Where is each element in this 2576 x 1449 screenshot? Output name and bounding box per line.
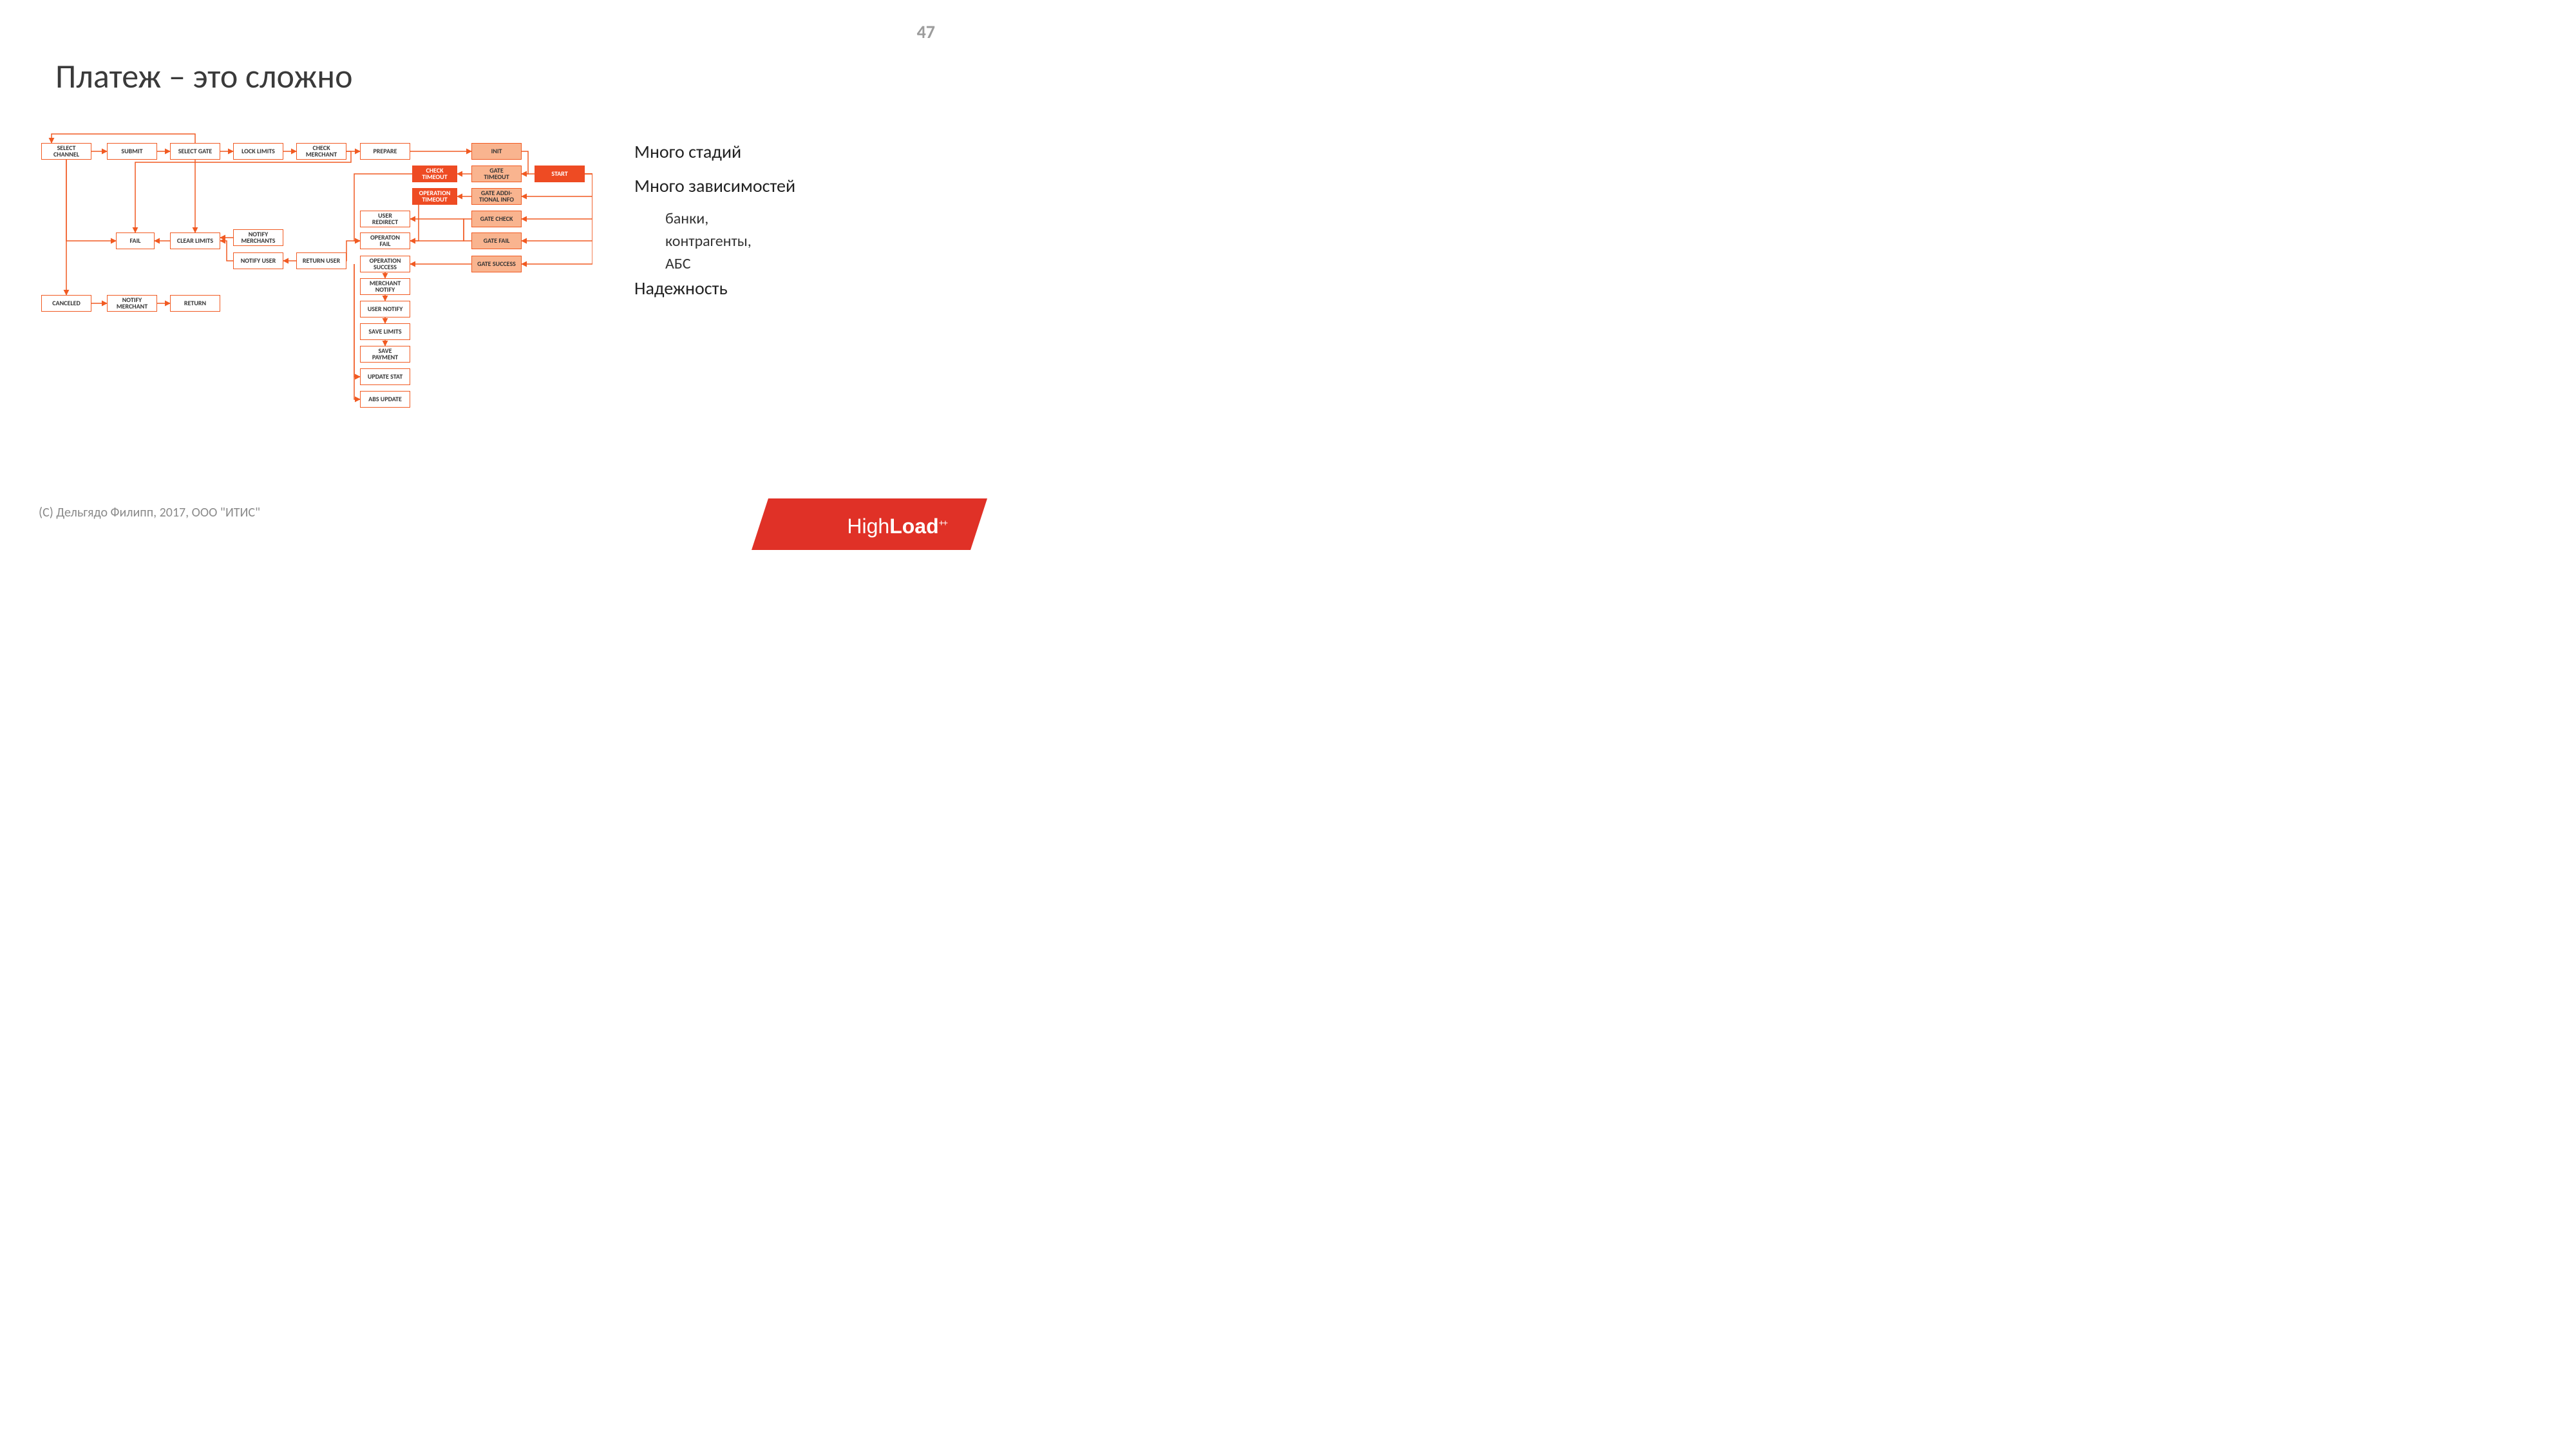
sub-bullet-3: АБС: [665, 254, 905, 274]
node-update_stat: UPDATE STAT: [360, 368, 410, 385]
node-notify_merchants: NOTIFY MERCHANTS: [233, 229, 283, 246]
bullet-2: Много зависимостей: [634, 175, 905, 197]
logo-plus-icon: ++: [939, 517, 947, 527]
edge-14: [410, 219, 471, 241]
node-start: START: [535, 166, 585, 182]
copyright: (C) Дельгядо Филипп, 2017, ООО "ИТИС": [39, 505, 260, 520]
node-init: INIT: [471, 143, 522, 160]
edge-9: [522, 174, 592, 241]
node-select_gate: SELECT GATE: [170, 143, 220, 160]
node-operation_fail: OPERATON FAIL: [360, 232, 410, 249]
edge-21: [220, 241, 233, 261]
edge-6: [522, 151, 528, 174]
node-clear_limits: CLEAR LIMITS: [170, 232, 220, 249]
node-gate_fail: GATE FAIL: [471, 232, 522, 249]
edge-18: [354, 174, 412, 241]
bullet-3: Надежность: [634, 277, 905, 299]
node-merchant_notify: MERCHANT NOTIFY: [360, 278, 410, 295]
node-fail: FAIL: [116, 232, 155, 249]
node-notify_merchant: NOTIFY MERCHANT: [107, 295, 157, 312]
node-canceled: CANCELED: [41, 295, 91, 312]
node-gate_timeout: GATE TIMEOUT: [471, 166, 522, 182]
node-return_user: RETURN USER: [296, 252, 346, 269]
sub-bullet-1: банки,: [665, 209, 905, 229]
node-notify_user: NOTIFY USER: [233, 252, 283, 269]
node-select_channel: SELECT CHANNEL: [41, 143, 91, 160]
node-gate_check: GATE CHECK: [471, 211, 522, 227]
node-save_limits: SAVE LIMITS: [360, 323, 410, 340]
bullet-1: Много стадий: [634, 140, 905, 163]
edge-28: [354, 264, 360, 377]
sub-bullet-2: контрагенты,: [665, 231, 905, 251]
edge-34: [66, 160, 116, 241]
node-gate_success: GATE SUCCESS: [471, 256, 522, 272]
logo-part1: High: [847, 515, 889, 538]
node-lock_limits: LOCK LIMITS: [233, 143, 283, 160]
edge-10: [522, 174, 592, 264]
logo-part2: Load: [889, 515, 938, 538]
node-gate_addi: GATE ADDI- TIONAL INFO: [471, 188, 522, 205]
edge-36: [135, 151, 351, 232]
node-submit: SUBMIT: [107, 143, 157, 160]
logo-text: HighLoad++: [847, 515, 947, 538]
node-op_timeout: OPERATION TIMEOUT: [412, 188, 457, 205]
slide-title: Платеж – это сложно: [55, 55, 353, 97]
edge-29: [354, 264, 360, 399]
node-return: RETURN: [170, 295, 220, 312]
highload-logo: HighLoad++: [760, 498, 966, 544]
page-number: 47: [917, 21, 935, 43]
node-check_merchant: CHECK MERCHANT: [296, 143, 346, 160]
flowchart: SELECT CHANNEL SUBMIT SELECT GATE LOCK LIMI…: [39, 129, 592, 412]
node-user_notify: USER NOTIFY: [360, 301, 410, 317]
edge-33: [52, 134, 195, 143]
edge-15: [410, 219, 471, 241]
node-check_timeout: CHECK TIMEOUT: [412, 166, 457, 182]
node-abs_update: ABS UPDATE: [360, 391, 410, 408]
node-prepare: PREPARE: [360, 143, 410, 160]
node-save_payment: SAVE PAYMENT: [360, 346, 410, 363]
node-user_redirect: USER REDIRECT: [360, 211, 410, 227]
node-op_success: OPERATION SUCCESS: [360, 256, 410, 272]
sidebar-notes: Много стадий Много зависимостей банки, к…: [634, 140, 905, 311]
